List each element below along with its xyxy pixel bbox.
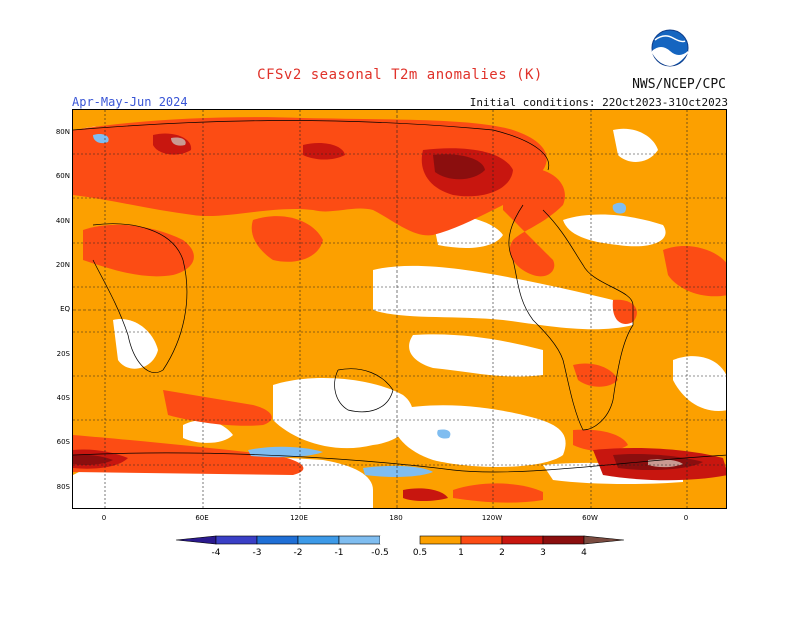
cold-regions xyxy=(93,133,627,477)
legend-label: 4 xyxy=(581,548,587,558)
legend-label: 1 xyxy=(458,548,464,558)
organization-label: NWS/NCEP/CPC xyxy=(632,77,726,92)
forecast-period: Apr-May-Jun 2024 xyxy=(72,95,188,109)
legend-swatch xyxy=(338,535,381,545)
lon-label: 120W xyxy=(481,514,503,522)
lat-label: 40N xyxy=(55,217,70,225)
anomaly-map xyxy=(72,109,727,509)
lon-label: 60W xyxy=(582,514,598,522)
legend-swatch xyxy=(542,535,585,545)
legend-swatch xyxy=(256,535,299,545)
lat-label: 40S xyxy=(56,394,70,402)
legend-label: -3 xyxy=(252,548,262,558)
legend-label: 2 xyxy=(499,548,505,558)
legend-label: 3 xyxy=(540,548,546,558)
legend-label: -2 xyxy=(293,548,303,558)
legend-label: -0.5 xyxy=(371,548,389,558)
legend-swatch xyxy=(215,535,258,545)
lon-label: 180 xyxy=(389,514,403,522)
legend-label: -4 xyxy=(211,548,221,558)
lat-label: 20S xyxy=(56,350,70,358)
legend-swatch xyxy=(297,535,340,545)
lon-label: 0 xyxy=(101,514,107,522)
initial-conditions: Initial conditions: 22Oct2023-31Oct2023 xyxy=(469,96,728,109)
lat-label: 60N xyxy=(55,172,70,180)
legend-swatch xyxy=(419,535,462,545)
chart-title: CFSv2 seasonal T2m anomalies (K) xyxy=(257,67,543,83)
lat-label: 20N xyxy=(55,261,70,269)
lon-label: 60E xyxy=(195,514,209,522)
legend-swatch xyxy=(583,535,625,545)
lat-label: 80N xyxy=(55,128,70,136)
legend-swatch xyxy=(501,535,544,545)
lat-label: 80S xyxy=(56,483,70,491)
legend-label: 0.5 xyxy=(412,548,428,558)
lon-label: 120E xyxy=(290,514,308,522)
legend-swatch xyxy=(460,535,503,545)
noaa-logo xyxy=(651,29,689,67)
legend-swatch xyxy=(380,536,420,544)
lon-label: 0 xyxy=(683,514,689,522)
legend-label: -1 xyxy=(334,548,344,558)
grid-lines xyxy=(73,110,726,508)
lat-label: 60S xyxy=(56,438,70,446)
coastlines xyxy=(73,120,726,473)
lat-label: EQ xyxy=(60,305,70,313)
legend-swatch xyxy=(175,535,217,545)
color-legend xyxy=(0,532,800,552)
